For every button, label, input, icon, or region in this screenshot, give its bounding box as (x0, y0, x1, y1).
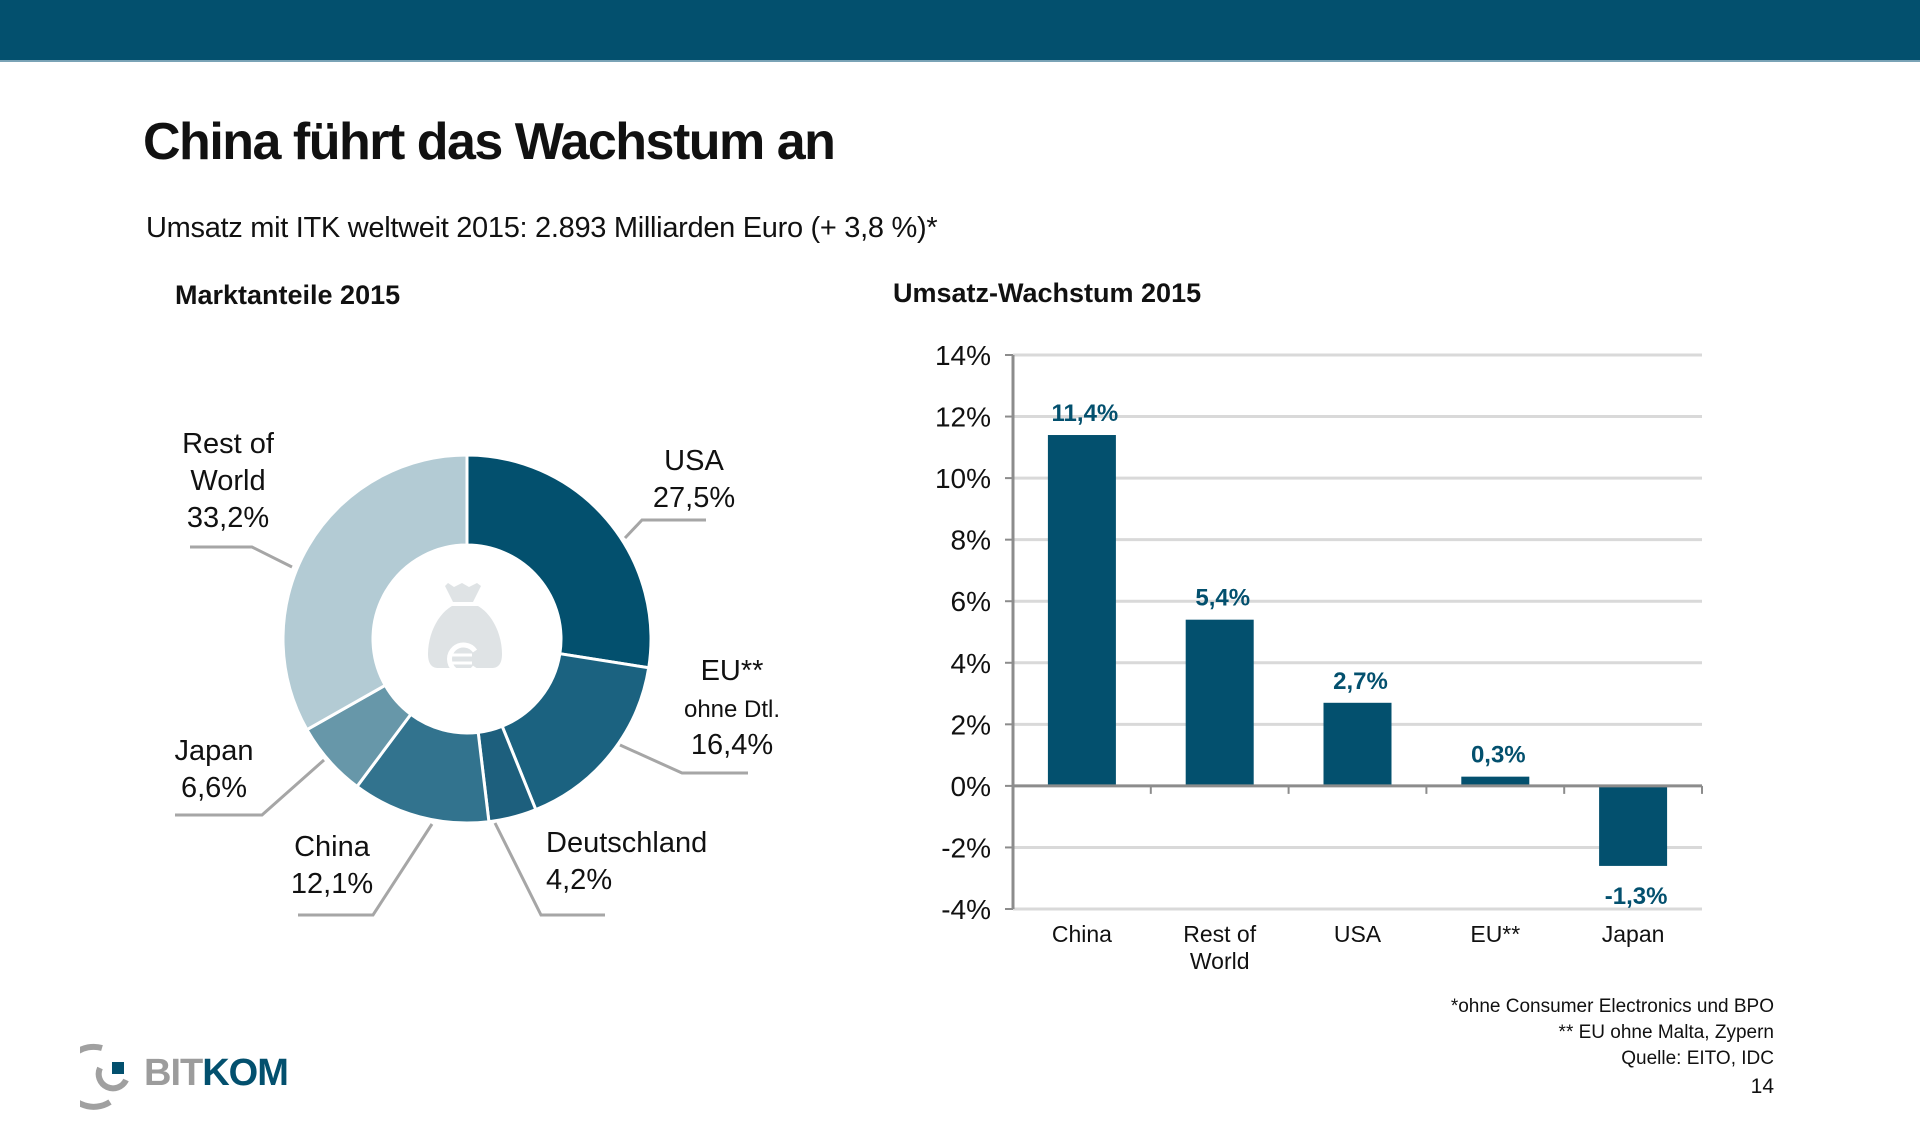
donut-data-label: USA (664, 445, 724, 477)
bar-usa (1323, 702, 1392, 786)
page-title: China führt das Wachstum an (143, 113, 836, 171)
bitkom-logo: BITKOM (60, 1040, 320, 1110)
y-tick-label: 10% (935, 463, 991, 494)
bar-data-label: 11,4% (1052, 400, 1119, 427)
header-bar (0, 0, 1920, 62)
money-bag-euro-icon (428, 583, 502, 676)
x-tick-label: USA (1334, 921, 1382, 947)
donut-data-label: World (190, 465, 265, 497)
donut-data-label: 27,5% (653, 482, 735, 514)
y-tick-label: -4% (941, 894, 991, 925)
donut-data-label: Rest of (182, 428, 275, 460)
bar-data-label: -1,3% (1605, 883, 1668, 910)
y-tick-label: 0% (951, 771, 991, 802)
donut-data-label: EU** (701, 655, 764, 687)
x-tick-label: Rest of (1183, 921, 1256, 947)
bar-china (1047, 435, 1116, 786)
x-tick-label: Japan (1602, 921, 1665, 947)
y-tick-label: 4% (951, 648, 991, 679)
bar-rest-of-world (1185, 619, 1254, 786)
bar-eu (1461, 776, 1530, 786)
donut-data-label: 16,4% (691, 729, 773, 761)
source-note: Quelle: EITO, IDC (1621, 1048, 1774, 1069)
bar-data-label: 2,7% (1333, 668, 1388, 695)
leader-line (175, 758, 325, 817)
page-number: 14 (1750, 1075, 1774, 1098)
footnote-1: *ohne Consumer Electronics und BPO (1450, 996, 1774, 1017)
y-tick-label: 12% (935, 402, 991, 433)
logo-text-kom: KOM (202, 1052, 289, 1094)
y-tick-label: -2% (941, 832, 991, 863)
bar-japan (1599, 785, 1668, 866)
donut-chart (281, 453, 653, 825)
leader-line (298, 823, 434, 917)
donut-slice-usa (465, 453, 653, 670)
y-tick-label: 2% (951, 709, 991, 740)
donut-slice-rest-of-world (281, 453, 469, 732)
donut-data-label: ohne Dtl. (684, 696, 780, 723)
x-tick-label: China (1052, 921, 1112, 947)
y-tick-label: 8% (951, 525, 991, 556)
donut-data-label: 4,2% (546, 864, 612, 896)
x-tick-label: World (1190, 948, 1250, 974)
donut-data-label: 12,1% (291, 868, 373, 900)
bar-data-label: 5,4% (1195, 585, 1250, 612)
x-tick-label: EU** (1470, 921, 1520, 947)
donut-slice-eu-ohne-dtl (500, 651, 651, 812)
logo-text-bit: BIT (144, 1052, 203, 1094)
donut-chart-title: Marktanteile 2015 (175, 280, 401, 310)
donut-data-label: 33,2% (187, 502, 269, 534)
bar-chart-title: Umsatz-Wachstum 2015 (893, 278, 1202, 308)
y-tick-label: 14% (935, 340, 991, 371)
donut-labels: USA 27,5% EU** ohne Dtl. 16,4% Deutschland 4,2… (174, 428, 780, 917)
footnote-2: ** EU ohne Malta, Zypern (1558, 1022, 1774, 1043)
bar-chart: 14% 12% 10% 8% 6% 4% 2% 0% -2% -4% 11,4% China 5,4% R… (935, 340, 1703, 974)
leader-line (619, 743, 748, 775)
leader-line (623, 518, 706, 540)
donut-data-label: Deutschland (546, 827, 707, 859)
bar-data-label: 0,3% (1471, 742, 1526, 769)
donut-data-label: 6,6% (181, 772, 247, 804)
donut-data-label: Japan (174, 735, 253, 767)
footnotes: *ohne Consumer Electronics und BPO ** EU… (1451, 994, 1774, 1100)
donut-data-label: China (294, 831, 371, 863)
y-tick-label: 6% (951, 586, 991, 617)
leader-line (493, 822, 605, 917)
leader-line (190, 545, 293, 569)
page-subtitle: Umsatz mit ITK weltweit 2015: 2.893 Mill… (146, 212, 938, 244)
